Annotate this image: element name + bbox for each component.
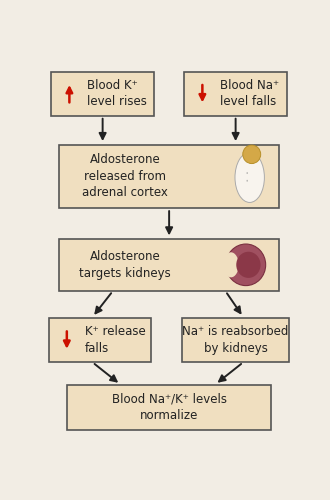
FancyBboxPatch shape — [67, 386, 271, 430]
FancyBboxPatch shape — [49, 318, 151, 362]
Ellipse shape — [236, 252, 261, 278]
Text: Aldosterone
released from
adrenal cortex: Aldosterone released from adrenal cortex — [82, 154, 168, 200]
Text: Na⁺ is reabsorbed
by kidneys: Na⁺ is reabsorbed by kidneys — [182, 326, 289, 355]
FancyBboxPatch shape — [51, 72, 154, 116]
Text: K⁺ release
falls: K⁺ release falls — [85, 326, 146, 355]
Text: Blood K⁺
level rises: Blood K⁺ level rises — [87, 79, 147, 108]
Ellipse shape — [226, 244, 266, 286]
Ellipse shape — [243, 145, 261, 164]
FancyBboxPatch shape — [59, 144, 279, 208]
FancyBboxPatch shape — [184, 72, 287, 116]
Ellipse shape — [223, 252, 239, 278]
Ellipse shape — [235, 152, 264, 202]
FancyBboxPatch shape — [182, 318, 289, 362]
Text: Blood Na⁺
level falls: Blood Na⁺ level falls — [220, 79, 280, 108]
FancyBboxPatch shape — [59, 239, 279, 291]
Text: Aldosterone
targets kidneys: Aldosterone targets kidneys — [79, 250, 171, 280]
Text: Blood Na⁺/K⁺ levels
normalize: Blood Na⁺/K⁺ levels normalize — [112, 392, 227, 422]
